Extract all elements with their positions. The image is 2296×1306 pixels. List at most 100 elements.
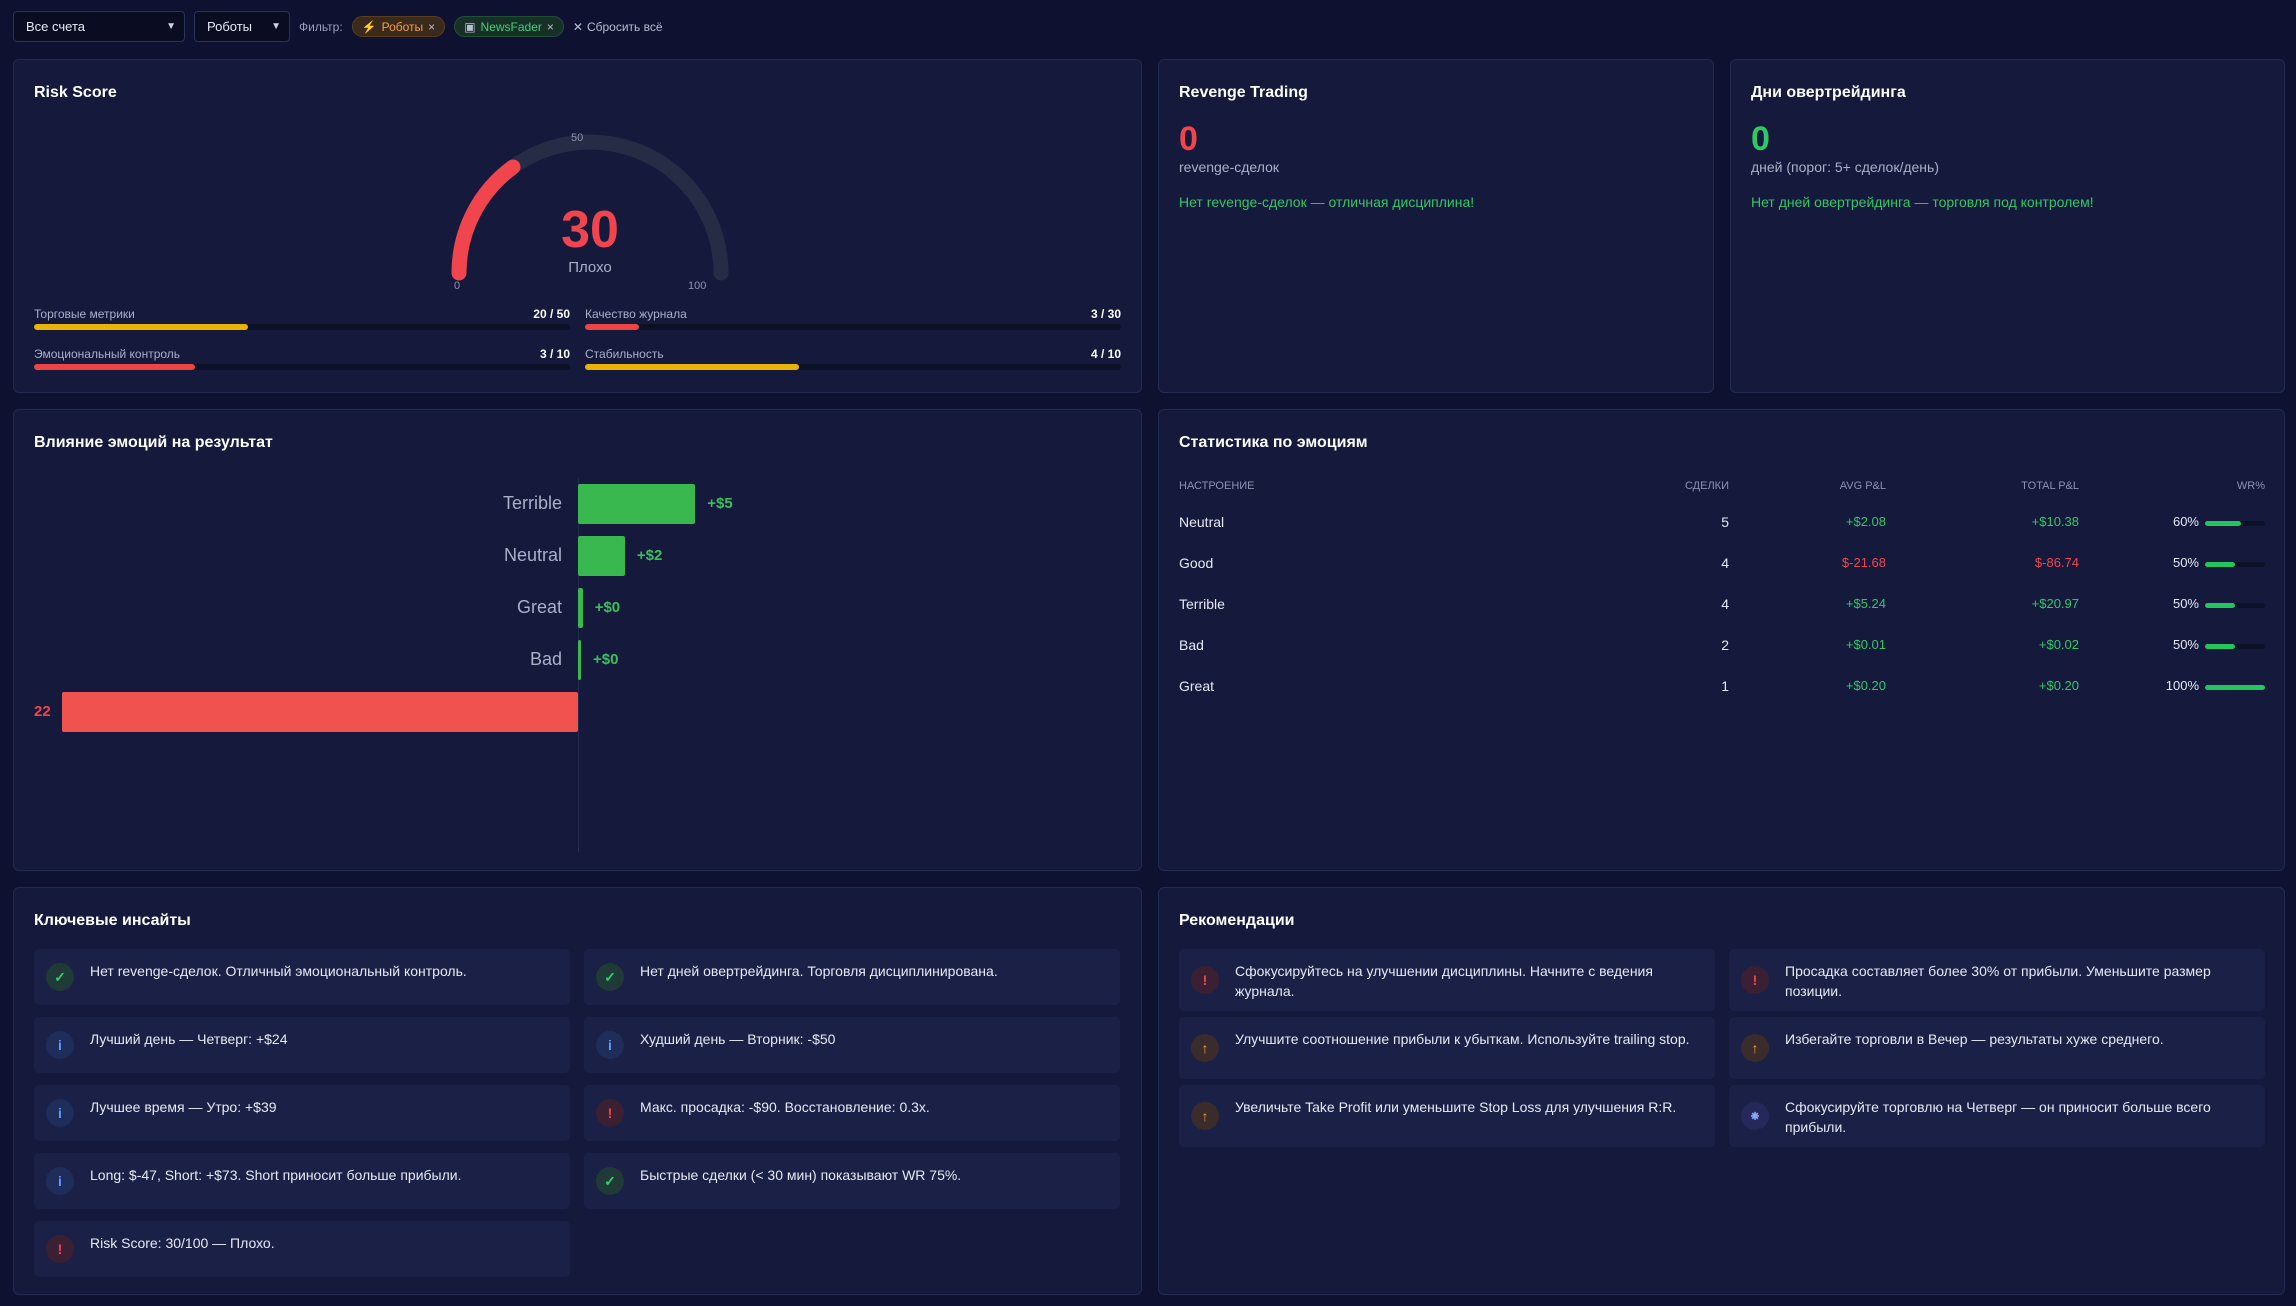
- recommendation-text: Сфокусируйтесь на улучшении дисциплины. …: [1235, 963, 1653, 999]
- insight-text: Нет дней овертрейдинга. Торговля дисципл…: [640, 963, 998, 979]
- recommendation-text: Избегайте торговли в Вечер — результаты …: [1785, 1031, 2164, 1047]
- metric-label: Эмоциональный контроль: [34, 347, 181, 361]
- arrow-up-icon: ↑: [1191, 1102, 1219, 1130]
- info-icon: i: [46, 1099, 74, 1127]
- wr-bar: [2205, 685, 2265, 690]
- accounts-select[interactable]: Все счета ▼: [13, 11, 185, 42]
- check-icon: ✓: [596, 963, 624, 991]
- info-icon: i: [596, 1031, 624, 1059]
- gauge-tick-max: 100: [688, 280, 707, 292]
- wr-bar: [2205, 644, 2265, 649]
- insight-item: ✓ Нет revenge-сделок. Отличный эмоциональ…: [34, 949, 570, 1005]
- metric-track: [585, 364, 1121, 370]
- card-title: Дни овертрейдинга: [1751, 84, 1906, 101]
- card-title: Рекомендации: [1179, 912, 1295, 929]
- recommendations-card: Рекомендации ! Сфокусируйтесь на улучшени…: [1158, 887, 2285, 1295]
- chart-value-label: +$5: [707, 495, 733, 512]
- robots-select[interactable]: Роботы ▼: [194, 11, 290, 42]
- alert-icon: !: [596, 1099, 624, 1127]
- chart-value-label: 22: [34, 703, 51, 720]
- arrow-up-icon: ↑: [1741, 1034, 1769, 1062]
- cell-avg-pnl: +$0.20: [1845, 678, 1886, 693]
- insight-item: i Long: $-47, Short: +$73. Short приносит…: [34, 1153, 570, 1209]
- insight-item: ✓ Быстрые сделки (< 30 мин) показывают WR…: [584, 1153, 1120, 1209]
- risk-score-card: Risk Score 50 0 100 30 Плохо Торговые ме…: [13, 59, 1142, 393]
- cell-avg-pnl: +$2.08: [1845, 514, 1886, 529]
- alert-icon: !: [1741, 966, 1769, 994]
- cell-mood: Terrible: [1179, 596, 1225, 612]
- info-icon: i: [46, 1167, 74, 1195]
- card-title: Revenge Trading: [1179, 84, 1308, 101]
- insight-item: i Худший день — Вторник: -$50: [584, 1017, 1120, 1073]
- robot-icon: ▣: [464, 19, 476, 34]
- check-icon: ✓: [46, 963, 74, 991]
- revenge-sub: revenge-сделок: [1179, 159, 1279, 175]
- metric-fill: [585, 324, 639, 330]
- reset-filters-button[interactable]: ✕ Сбросить всё: [573, 20, 663, 34]
- recommendation-item: ⁕ Сфокусируйте торговлю на Четверг — он п…: [1729, 1085, 2265, 1147]
- cell-mood: Good: [1179, 555, 1214, 571]
- recommendation-item: ↑ Избегайте торговли в Вечер — результаты…: [1729, 1017, 2265, 1079]
- chart-value-label: +$2: [636, 547, 663, 564]
- chart-bar: [578, 536, 625, 576]
- wr-bar: [2205, 562, 2265, 567]
- col-header-trades: Сделки: [1684, 480, 1729, 492]
- chart-bar: [578, 484, 696, 524]
- recommendation-item: ! Сфокусируйтесь на улучшении дисциплины.…: [1179, 949, 1715, 1011]
- metric-value: 3 / 10: [539, 347, 570, 361]
- close-icon[interactable]: ×: [428, 19, 436, 34]
- alert-icon: !: [46, 1235, 74, 1263]
- revenge-message: Нет revenge-сделок — отличная дисциплина…: [1179, 194, 1475, 210]
- recommendation-text: Сфокусируйте торговлю на Четверг — он пр…: [1785, 1099, 2211, 1135]
- risk-score-grade: Плохо: [568, 259, 612, 276]
- recommendation-text: Улучшите соотношение прибыли к убыткам. …: [1235, 1031, 1690, 1047]
- close-icon[interactable]: ×: [546, 19, 554, 34]
- cell-mood: Great: [1179, 678, 1215, 694]
- wr-bar-fill: [2205, 562, 2235, 567]
- filter-chip-newsfader[interactable]: ▣ NewsFader ×: [454, 16, 564, 37]
- card-title: Ключевые инсайты: [34, 912, 191, 929]
- card-title: Risk Score: [34, 84, 117, 101]
- metric-fill: [34, 364, 195, 370]
- cell-avg-pnl: $-21.68: [1841, 555, 1886, 570]
- filter-bar: Все счета ▼ Роботы ▼ Фильтр: ⚡ Роботы × …: [13, 11, 663, 42]
- check-icon: ✓: [596, 1167, 624, 1195]
- chart-bar-label: Terrible: [502, 493, 562, 513]
- card-title: Статистика по эмоциям: [1179, 434, 1368, 451]
- filter-chip-robots[interactable]: ⚡ Роботы ×: [351, 16, 446, 37]
- col-header-total: Total P&L: [2021, 480, 2079, 492]
- recommendation-item: ↑ Улучшите соотношение прибыли к убыткам.…: [1179, 1017, 1715, 1079]
- close-icon: ✕: [572, 19, 583, 34]
- chart-bar-label: Neutral: [503, 545, 562, 565]
- revenge-trading-card: Revenge Trading 0 revenge-сделок Нет rev…: [1158, 59, 1714, 393]
- accounts-select-value: Все счета: [26, 19, 85, 34]
- recommendation-item: ! Просадка составляет более 30% от прибыл…: [1729, 949, 2265, 1011]
- cell-total-pnl: +$0.02: [2038, 637, 2079, 652]
- insight-text: Нет revenge-сделок. Отличный эмоциональн…: [90, 963, 467, 979]
- cell-wr: 100%: [2165, 678, 2199, 693]
- chart-bar: [578, 588, 583, 628]
- overtrading-message: Нет дней овертрейдинга — торговля под ко…: [1751, 194, 2094, 210]
- metric-value: 20 / 50: [533, 307, 570, 321]
- recommendation-text: Увеличьте Take Profit или уменьшите Stop…: [1235, 1099, 1677, 1115]
- cell-wr: 50%: [2172, 637, 2199, 652]
- metric-fill: [585, 364, 800, 370]
- bolt-icon: ⚡: [361, 19, 377, 34]
- metric-value: 4 / 10: [1090, 347, 1121, 361]
- revenge-count: 0: [1179, 120, 1198, 158]
- emotion-stats-card: Статистика по эмоциям Настроение Сделки …: [1158, 409, 2285, 871]
- insight-item: i Лучшее время — Утро: +$39: [34, 1085, 570, 1141]
- info-icon: i: [46, 1031, 74, 1059]
- cell-wr: 50%: [2172, 555, 2199, 570]
- insight-item: ✓ Нет дней овертрейдинга. Торговля дисцип…: [584, 949, 1120, 1005]
- cell-trades: 4: [1721, 596, 1729, 612]
- metric-track: [34, 364, 570, 370]
- insight-text: Макс. просадка: -$90. Восстановление: 0.…: [640, 1099, 930, 1115]
- overtrading-count: 0: [1751, 120, 1770, 158]
- gauge-tick-mid: 50: [571, 132, 584, 144]
- wr-bar-fill: [2205, 685, 2265, 690]
- emotion-bar-chart: Terrible +$5 Neutral +$2 Great +$0 Bad +$0 22: [14, 410, 1143, 872]
- chart-bar-label: Great: [516, 597, 562, 617]
- metric-track: [585, 324, 1121, 330]
- chip-label: NewsFader: [480, 19, 542, 34]
